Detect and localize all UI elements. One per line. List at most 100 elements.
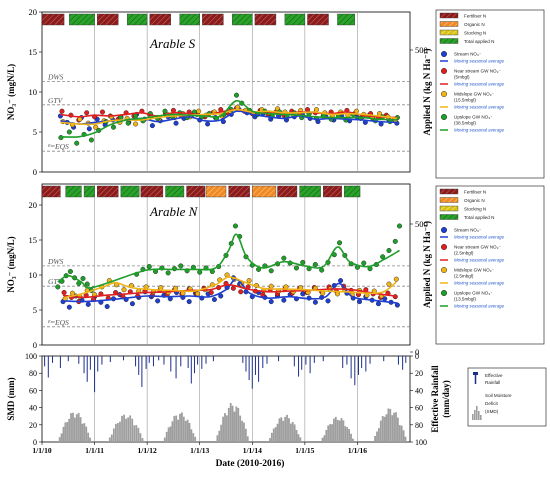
smd-bar	[243, 422, 245, 442]
y-tick-label: 15	[29, 47, 38, 57]
smd-bar	[346, 427, 349, 442]
smd-bar	[77, 412, 80, 442]
smd-bar	[377, 428, 380, 442]
smd-bar	[112, 428, 115, 442]
smd-bar	[321, 437, 324, 442]
legend-swatch-total	[439, 38, 459, 44]
y2-axis-label: Applied N (kg N Ha⁻¹)	[422, 49, 432, 136]
applied-n-bar	[228, 185, 250, 198]
smd-bar	[227, 407, 230, 442]
smd-bar	[110, 434, 113, 442]
applied-n-bar	[96, 13, 119, 26]
smd-bar	[180, 412, 183, 442]
mid-data-point	[268, 283, 274, 289]
y-tick-label: 60	[29, 386, 37, 395]
mid-data-point	[246, 278, 252, 284]
y-tick-label: 80	[29, 369, 37, 378]
y-tick-label: 0	[33, 438, 37, 447]
smd-bar	[108, 437, 111, 442]
stream-data-point	[375, 301, 381, 307]
legend: Effective Rainfall Soil Moisture Deficit (SM…	[467, 367, 547, 427]
smd-bar	[220, 424, 223, 442]
legend-label: Organic N	[464, 198, 485, 203]
up-data-point	[74, 140, 80, 146]
legend-label-depth: (15.5mbgl)	[454, 98, 476, 103]
up-data-point	[84, 281, 90, 287]
stream-data-point	[268, 299, 274, 305]
smd-bar	[73, 417, 76, 442]
near-moving-average-line	[60, 108, 397, 119]
stream-data-point	[300, 291, 306, 297]
smd-bar	[270, 432, 273, 442]
legend-label: Fertiliser N	[464, 14, 486, 19]
up-data-point	[66, 129, 72, 135]
smd-bar	[117, 423, 119, 442]
applied-n-bar	[165, 185, 185, 198]
reference-label-text: EQS	[54, 142, 69, 151]
applied-n-bar	[149, 13, 171, 26]
smd-swatch-bar	[478, 411, 480, 420]
smd-bar	[235, 406, 238, 442]
x-tick-label: 1/1/11	[85, 446, 104, 455]
smd-bar	[396, 417, 399, 442]
y-tick-label: 5	[33, 305, 37, 315]
smd-bar	[127, 417, 130, 442]
smd-bar	[233, 411, 236, 442]
x-tick-label: 1/1/12	[138, 446, 157, 455]
smd-swatch-bar	[472, 414, 474, 420]
panel-title: Arable N	[149, 204, 199, 219]
near-data-point	[260, 292, 266, 298]
smd-bar	[289, 423, 292, 442]
reference-label-text: GTV	[48, 277, 64, 286]
up-data-point	[361, 260, 367, 266]
smd-bar	[68, 418, 71, 442]
up-data-point	[319, 267, 325, 273]
x-tick-label: 1/1/10	[32, 446, 51, 455]
applied-n-bar	[41, 185, 61, 198]
legend-average-label: Moving seasonal average	[454, 128, 505, 133]
smd-bar	[395, 412, 397, 442]
smd-bar	[72, 412, 74, 442]
applied-n-bar	[120, 185, 140, 198]
legend-marker-near	[441, 243, 448, 250]
smd-bar	[75, 414, 78, 442]
y-tick-label: 20	[29, 200, 38, 210]
reference-label: EnvEQS	[47, 142, 69, 151]
smd-bar	[123, 414, 125, 442]
legend-box	[435, 185, 545, 345]
smd-bar	[374, 436, 376, 442]
up-data-point	[88, 137, 94, 143]
smd-bar	[391, 415, 394, 442]
applied-n-bar	[299, 185, 321, 198]
y2-tick-label: 80	[415, 421, 423, 430]
up-data-point	[312, 262, 318, 268]
y-tick-label: 0	[33, 167, 37, 177]
up-data-point	[162, 108, 168, 114]
smd-bar	[114, 423, 117, 442]
legend-average-label: Moving seasonal average	[454, 59, 505, 64]
smd-bar	[222, 416, 224, 442]
smd-bar	[274, 427, 277, 442]
legend-marker-up	[441, 290, 448, 297]
mid-moving-average-line	[64, 276, 397, 299]
smd-bar	[64, 422, 67, 442]
up-data-point	[55, 284, 61, 290]
legend-label-depth: (38.5mbgl)	[454, 121, 476, 126]
up-data-point	[165, 270, 171, 276]
applied-n-bar	[83, 185, 95, 198]
legend-label: Total applied N	[464, 215, 494, 220]
stream-data-point	[205, 121, 211, 127]
smd-bar	[194, 436, 197, 442]
smd-bar	[188, 422, 191, 442]
legend-marker-stream	[441, 226, 448, 233]
smd-bar	[79, 417, 82, 442]
smd-bar	[402, 430, 405, 442]
y2-axis-label: Effective Rainfall	[430, 365, 440, 433]
legend-label: Total applied N	[464, 39, 494, 44]
legend-average-label: Moving seasonal average	[454, 105, 505, 110]
up-data-point	[268, 268, 274, 274]
smd-swatch-bar	[474, 410, 476, 420]
legend-label-depth: (13.5mbgl)	[454, 297, 476, 302]
applied-n-bar	[344, 185, 361, 198]
legend-label: Deficit	[485, 401, 498, 406]
